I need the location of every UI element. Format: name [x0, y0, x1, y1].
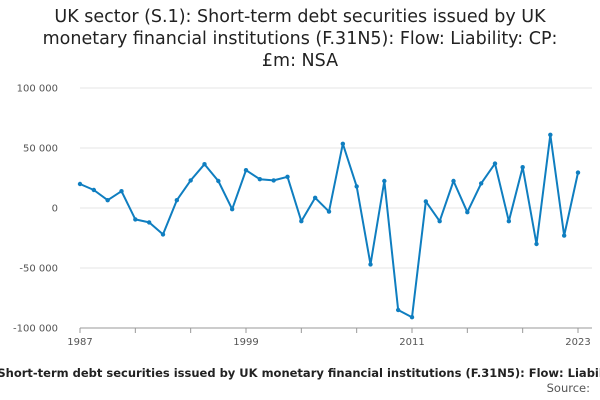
data-point[interactable]	[340, 141, 346, 146]
data-point[interactable]	[160, 232, 166, 237]
data-point[interactable]	[548, 132, 553, 137]
source-label: Source:	[546, 381, 590, 395]
y-tick-label: 50 000	[23, 144, 58, 155]
data-point[interactable]	[271, 178, 276, 183]
data-point[interactable]	[285, 174, 290, 179]
data-point[interactable]	[520, 165, 525, 170]
chart-title: UK sector (S.1): Short-term debt securit…	[0, 6, 600, 72]
data-point[interactable]	[133, 217, 138, 222]
data-point[interactable]	[202, 162, 207, 167]
data-point[interactable]	[575, 170, 581, 175]
y-tick-label: 0	[52, 204, 58, 215]
data-point[interactable]	[91, 187, 97, 193]
data-point[interactable]	[506, 219, 512, 224]
data-point[interactable]	[492, 161, 498, 166]
data-point[interactable]	[105, 198, 110, 203]
x-axis-label-text: UK sector (S.1): Short-term debt securit…	[0, 366, 600, 380]
x-tick-label: 2011	[399, 337, 424, 348]
data-point[interactable]	[478, 181, 484, 186]
x-axis-label: UK sector (S.1): Short-term debt securit…	[0, 366, 600, 382]
data-point[interactable]	[326, 209, 332, 214]
data-point[interactable]	[368, 262, 373, 267]
data-point[interactable]	[119, 189, 124, 194]
y-tick-label: -100 000	[13, 324, 58, 335]
data-point[interactable]	[423, 199, 429, 204]
data-point[interactable]	[409, 315, 415, 320]
data-series	[77, 132, 581, 320]
data-point[interactable]	[188, 178, 193, 183]
data-point[interactable]	[229, 207, 235, 212]
data-point[interactable]	[354, 184, 359, 189]
x-tick-label: 1987	[67, 337, 92, 348]
data-point[interactable]	[299, 219, 304, 224]
data-point[interactable]	[382, 178, 387, 184]
y-tick-label: -50 000	[19, 264, 58, 275]
x-axis: 1987 1999 2011 2023	[67, 327, 592, 348]
data-point[interactable]	[243, 168, 249, 173]
data-point[interactable]	[451, 178, 456, 184]
series-line	[79, 133, 579, 319]
y-axis-tick-labels: -100 000 -50 000 0 50 000 100 000	[13, 84, 58, 335]
y-tick-label: 100 000	[17, 84, 58, 95]
data-point[interactable]	[216, 178, 221, 184]
data-point[interactable]	[561, 233, 567, 238]
data-point[interactable]	[174, 198, 180, 203]
chart-title-line-2: monetary financial institutions (F.31N5)…	[42, 29, 558, 49]
data-point[interactable]	[146, 220, 152, 225]
data-point[interactable]	[437, 219, 442, 224]
chart-title-line-3: £m: NSA	[261, 51, 339, 71]
data-point[interactable]	[395, 307, 401, 313]
data-point[interactable]	[465, 210, 470, 215]
chart-title-line-1: UK sector (S.1): Short-term debt securit…	[54, 7, 546, 27]
data-point[interactable]	[312, 195, 318, 200]
data-point[interactable]	[257, 177, 263, 182]
data-point[interactable]	[534, 241, 539, 247]
x-tick-label: 2023	[565, 337, 590, 348]
data-point[interactable]	[77, 181, 83, 187]
x-tick-label: 1999	[233, 337, 258, 348]
